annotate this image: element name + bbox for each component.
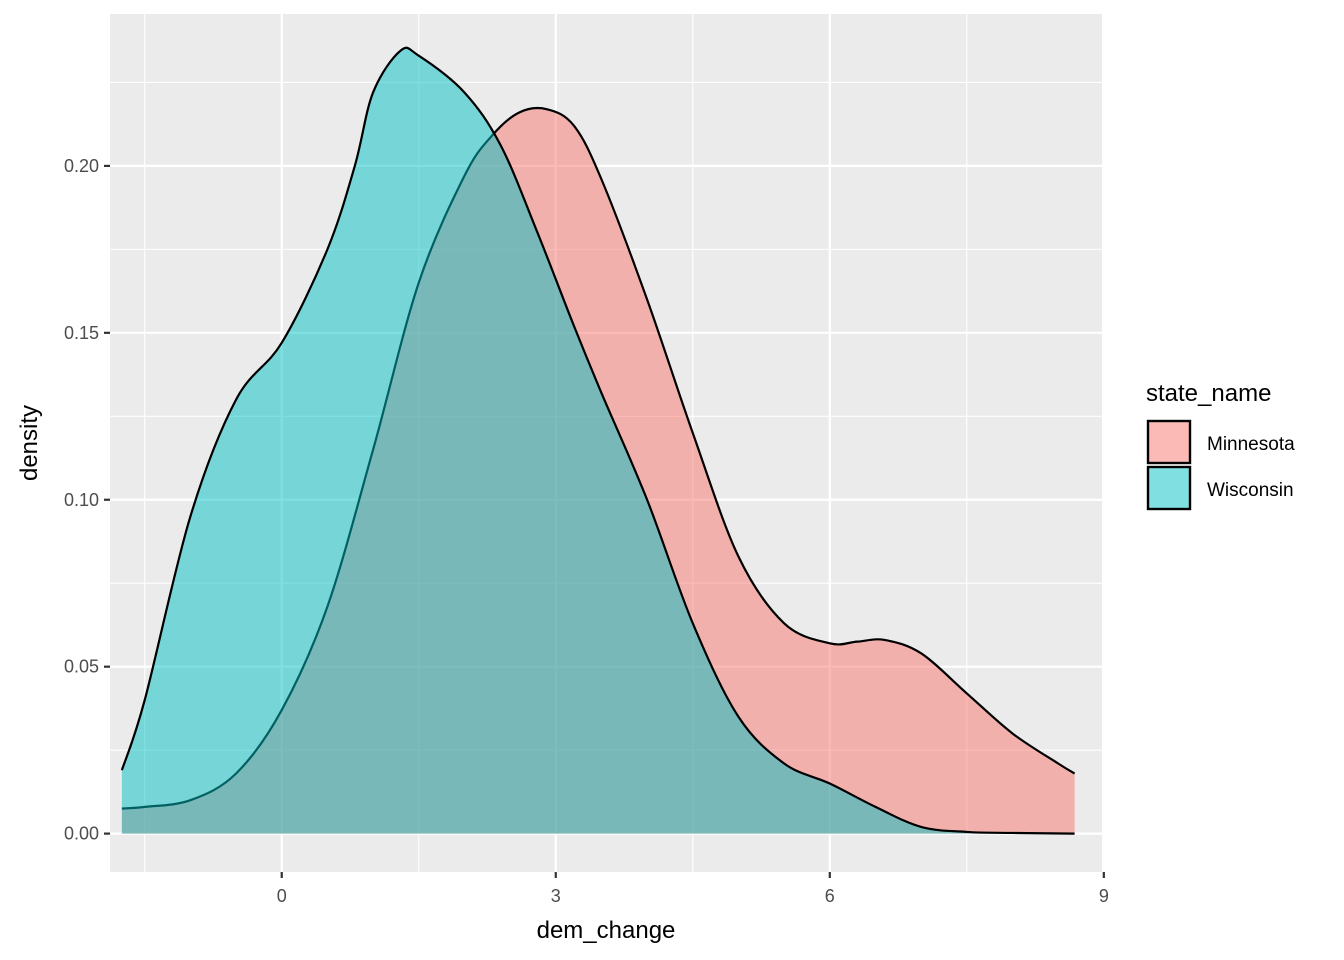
series-layer	[120, 46, 1076, 835]
legend: state_name Minnesota Wisconsin	[1146, 380, 1295, 511]
x-tick-label: 6	[825, 886, 835, 906]
y-tick-label: 0.20	[64, 156, 99, 176]
legend-key-minnesota	[1146, 419, 1192, 465]
legend-label-wisconsin: Wisconsin	[1207, 480, 1294, 501]
series-wisconsin	[120, 46, 1075, 835]
legend-title: state_name	[1146, 380, 1271, 407]
legend-key-wisconsin	[1146, 465, 1192, 511]
y-tick-label: 0.10	[64, 490, 99, 510]
y-axis-title: density	[16, 405, 43, 481]
x-tick-label: 9	[1099, 886, 1109, 906]
x-axis: 0 3 6 9	[277, 872, 1109, 906]
x-tick-label: 0	[277, 886, 287, 906]
y-tick-label: 0.15	[64, 323, 99, 343]
y-tick-label: 0.05	[64, 657, 99, 677]
density-outline-wisconsin	[120, 46, 1075, 835]
x-axis-title: dem_change	[537, 917, 676, 944]
legend-label-minnesota: Minnesota	[1207, 434, 1295, 455]
x-tick-label: 3	[551, 886, 561, 906]
y-tick-label: 0.00	[64, 824, 99, 844]
y-axis: 0.00 0.05 0.10 0.15 0.20	[64, 156, 110, 844]
density-area-wisconsin	[121, 47, 1075, 834]
